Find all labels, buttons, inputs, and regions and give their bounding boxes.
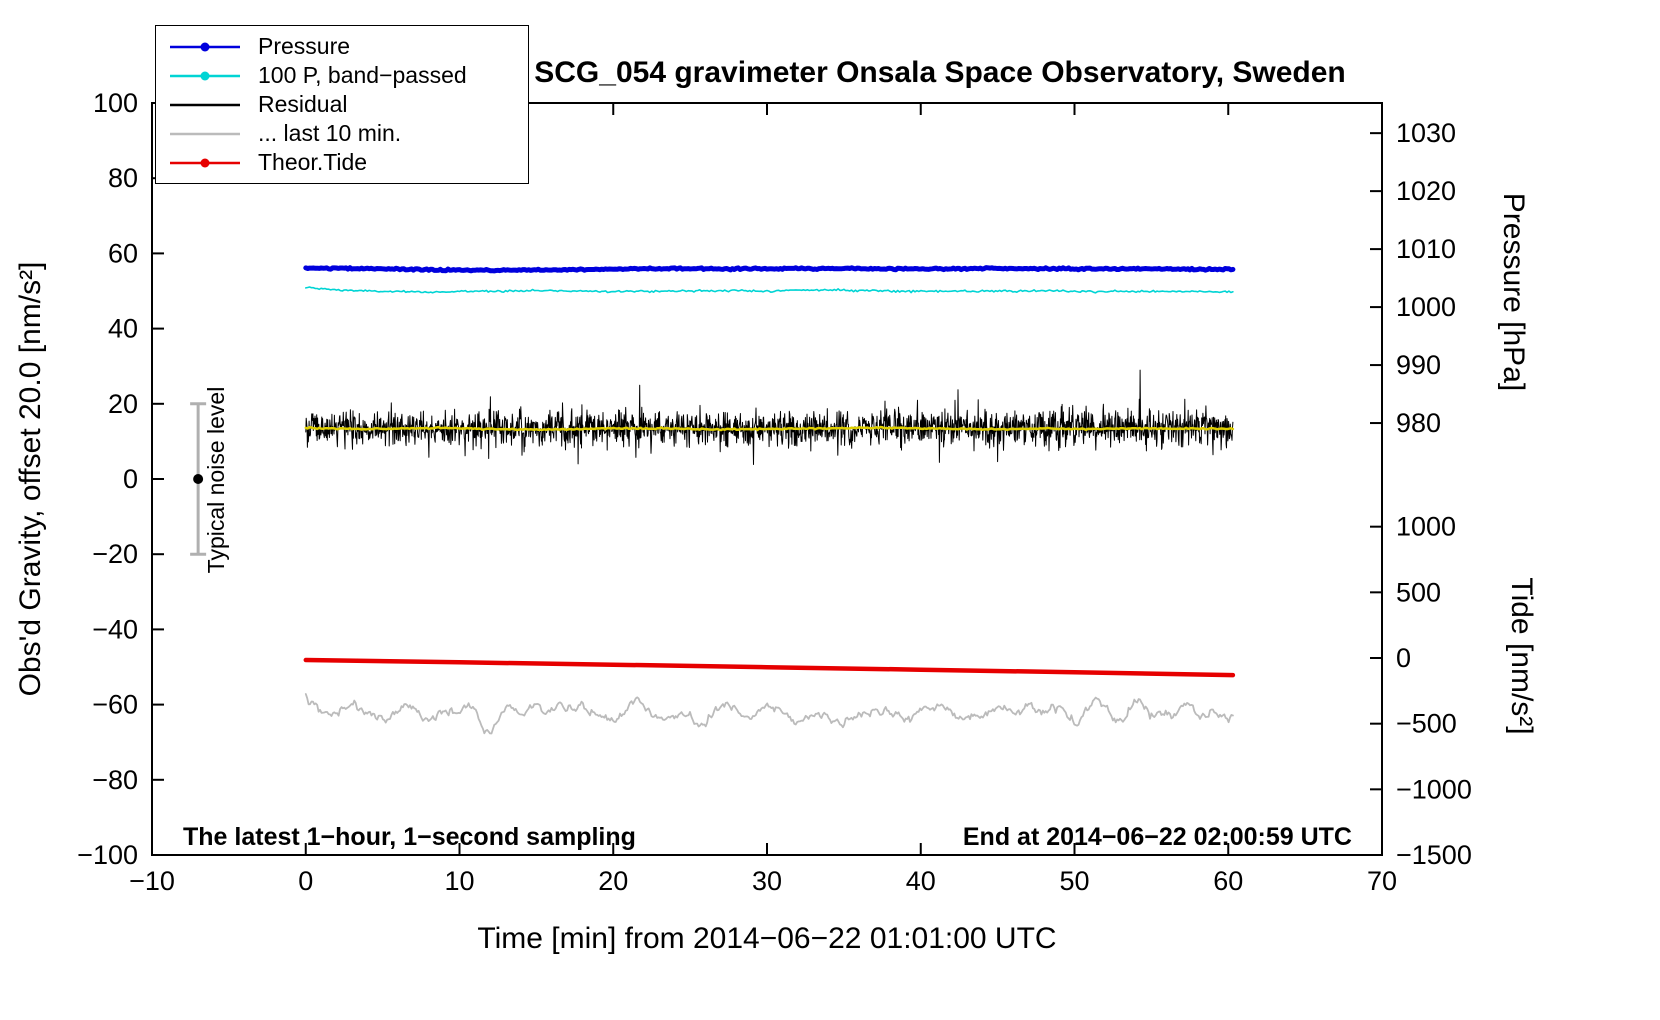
series-theor_tide bbox=[303, 657, 1236, 678]
legend: Pressure 100 P, band−passed Residual ... la… bbox=[155, 25, 529, 184]
legend-item: Theor.Tide bbox=[166, 148, 518, 177]
y-axis-label-gravity: Obs'd Gravity, offset 20.0 [nm/s²] bbox=[14, 262, 47, 697]
series-residual_mean bbox=[304, 425, 1235, 432]
legend-marker bbox=[170, 71, 240, 80]
pressure-tick-label: 1020 bbox=[1396, 176, 1456, 206]
y-left-tick-label: 100 bbox=[93, 88, 138, 118]
tide-tick-label: −1000 bbox=[1396, 774, 1472, 804]
y-left-tick-label: −40 bbox=[92, 614, 138, 644]
x-tick-label: 50 bbox=[1059, 866, 1089, 896]
pressure-tick-label: 980 bbox=[1396, 408, 1441, 438]
legend-item: 100 P, band−passed bbox=[166, 61, 518, 90]
legend-item-label: Theor.Tide bbox=[258, 149, 368, 175]
legend-marker-dot bbox=[200, 158, 210, 167]
y-left-tick-label: 80 bbox=[108, 163, 138, 193]
x-tick-label: 20 bbox=[598, 866, 628, 896]
series-last_10_min bbox=[304, 693, 1234, 735]
series-pressure bbox=[303, 265, 1236, 274]
ticks-layer: −10 0 10 20 30 40 50 60 70−100−80−60−40−20020406… bbox=[77, 88, 1472, 896]
y-left-tick-label: 60 bbox=[108, 238, 138, 268]
x-tick-label: 0 bbox=[298, 866, 313, 896]
y-left-tick-label: −80 bbox=[92, 765, 138, 795]
legend-item: Pressure bbox=[166, 32, 518, 61]
y-left-tick-label: −60 bbox=[92, 690, 138, 720]
x-tick-label: 10 bbox=[444, 866, 474, 896]
y-axis-label-pressure: Pressure [hPa] bbox=[1497, 193, 1530, 391]
tide-tick-label: −500 bbox=[1396, 709, 1457, 739]
sampling-note: The latest 1−hour, 1−second sampling bbox=[183, 823, 636, 851]
legend-item: Residual bbox=[166, 90, 518, 119]
plot-frame bbox=[151, 102, 1383, 856]
y-left-tick-label: −20 bbox=[92, 539, 138, 569]
legend-item: ... last 10 min. bbox=[166, 119, 518, 148]
legend-item-label: Pressure bbox=[258, 33, 351, 59]
y-left-tick-label: 40 bbox=[108, 314, 138, 344]
legend-marker bbox=[170, 158, 240, 167]
x-axis-label: Time [min] from 2014−06−22 01:01:00 UTC bbox=[477, 922, 1056, 955]
x-tick-label: 40 bbox=[906, 866, 936, 896]
legend-marker bbox=[170, 103, 240, 106]
legend-item-label: 100 P, band−passed bbox=[258, 62, 467, 88]
y-left-tick-label: −100 bbox=[77, 840, 138, 870]
plot-title: SCG_054 gravimeter Onsala Space Observat… bbox=[534, 56, 1346, 89]
pressure-tick-label: 1010 bbox=[1396, 234, 1456, 264]
legend-marker-dot bbox=[200, 71, 210, 80]
x-tick-label: 70 bbox=[1367, 866, 1397, 896]
legend-marker-dot bbox=[200, 42, 210, 51]
y-axis-label-tide: Tide [nm/s²] bbox=[1505, 577, 1538, 734]
series-band_passed bbox=[304, 286, 1234, 294]
series-layer bbox=[303, 265, 1236, 735]
tide-tick-label: 1000 bbox=[1396, 512, 1456, 542]
x-tick-label: 60 bbox=[1213, 866, 1243, 896]
end-time-note: End at 2014−06−22 02:00:59 UTC bbox=[963, 823, 1352, 851]
pressure-tick-label: 1000 bbox=[1396, 292, 1456, 322]
legend-marker bbox=[170, 42, 240, 51]
legend-marker bbox=[170, 132, 240, 135]
noise-bar-dot bbox=[193, 474, 204, 484]
x-tick-label: −10 bbox=[129, 866, 175, 896]
tide-tick-label: 0 bbox=[1396, 643, 1411, 673]
y-left-tick-label: 20 bbox=[108, 389, 138, 419]
y-left-tick-label: 0 bbox=[123, 464, 138, 494]
noise-bar-layer bbox=[190, 402, 207, 556]
pressure-tick-label: 1030 bbox=[1396, 118, 1456, 148]
legend-item-label: ... last 10 min. bbox=[258, 120, 402, 146]
series-residual bbox=[305, 369, 1234, 465]
x-tick-label: 30 bbox=[752, 866, 782, 896]
pressure-tick-label: 990 bbox=[1396, 350, 1441, 380]
tide-tick-label: −1500 bbox=[1396, 840, 1472, 870]
tide-tick-label: 500 bbox=[1396, 577, 1441, 607]
legend-item-label: Residual bbox=[258, 91, 348, 117]
noise-level-label: Typical noise level bbox=[203, 387, 229, 574]
